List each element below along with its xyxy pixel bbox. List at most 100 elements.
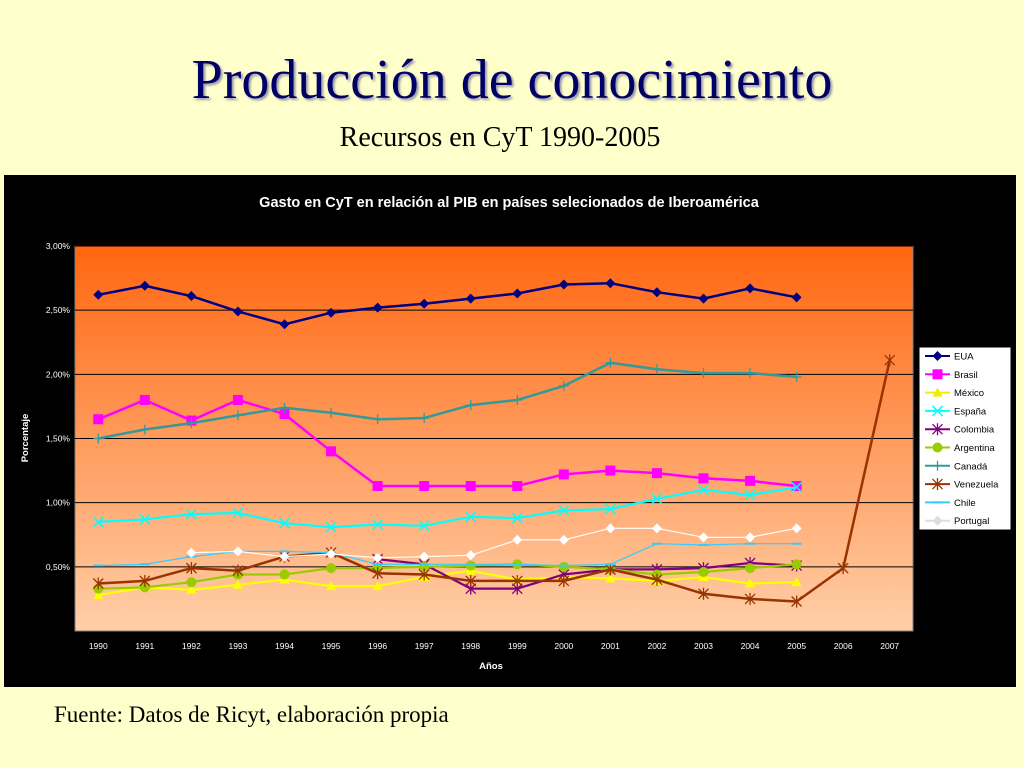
legend-label: Chile (954, 498, 976, 509)
point-espana-marker (185, 508, 197, 520)
legend-item-espana: España (925, 405, 987, 417)
y-tick-label: 1,50% (46, 434, 71, 444)
legend-item-eua: EUA (925, 351, 974, 363)
x-tick-label: 1997 (415, 641, 434, 651)
point-argentina-marker (558, 561, 569, 572)
point-espana-marker (372, 518, 384, 531)
legend-swatch-marker (931, 405, 944, 417)
point-brasil-marker (512, 480, 523, 491)
point-espana-marker (465, 511, 477, 523)
legend-item-brasil: Brasil (925, 369, 978, 381)
y-tick-label: 1,00% (46, 498, 71, 508)
point-eua-marker (139, 280, 150, 291)
legend-label: Colombia (954, 425, 995, 436)
point-venezuela-marker (604, 563, 616, 576)
point-argentina-marker (186, 577, 197, 588)
series-line-eua (98, 281, 797, 326)
point-venezuela-marker (92, 577, 104, 590)
x-tick-label: 2003 (694, 641, 713, 651)
series-line-brasil (97, 398, 797, 488)
x-axis-label: Años (479, 661, 503, 672)
point-espana-marker (791, 481, 803, 493)
point-venezuela-marker (139, 574, 151, 587)
point-canada-marker (558, 380, 569, 391)
point-brasil-marker (698, 473, 709, 484)
point-venezuela-marker (185, 562, 197, 575)
x-tick-label: 2004 (741, 641, 760, 651)
point-espana-marker (139, 513, 151, 525)
series-espana (92, 481, 803, 533)
point-canada-marker (419, 412, 430, 423)
point-brasil-marker (791, 480, 802, 491)
point-mexico-marker (326, 581, 337, 591)
point-mexico-marker (791, 577, 802, 587)
point-venezuela-marker (232, 564, 244, 577)
series-group (92, 278, 896, 608)
point-venezuela-marker (651, 573, 663, 586)
point-brasil-marker (139, 395, 150, 405)
series-brasil (93, 395, 802, 491)
point-venezuela-marker (418, 568, 430, 581)
x-tick-label: 2002 (647, 641, 666, 651)
legend-swatch-marker (932, 423, 943, 436)
point-mexico-marker (372, 581, 383, 591)
point-portugal-marker (372, 552, 383, 563)
point-portugal-marker (279, 551, 290, 562)
point-portugal-marker (512, 534, 523, 545)
legend-item-venezuela: Venezuela (925, 478, 999, 491)
point-espana-marker (604, 503, 616, 515)
chart-title: Gasto en CyT en relación al PIB en paíse… (259, 195, 760, 211)
point-mexico-marker (186, 584, 197, 594)
legend-item-chile: Chile (925, 498, 976, 509)
point-espana-marker (92, 516, 104, 528)
series-venezuela (92, 354, 896, 608)
point-portugal-marker (186, 547, 197, 558)
point-brasil-marker (651, 468, 662, 479)
source-note: Fuente: Datos de Ricyt, elaboración prop… (54, 702, 449, 727)
point-espana-marker (511, 512, 523, 524)
legend-item-canada: Canadá (925, 460, 988, 472)
point-eua-marker (512, 288, 523, 299)
point-brasil-marker (232, 395, 243, 405)
series-portugal (186, 523, 802, 563)
legend-label: Portugal (954, 516, 989, 527)
point-espana-marker (278, 517, 291, 529)
series-line-chile (98, 543, 797, 567)
point-portugal-marker (326, 549, 337, 559)
point-canada-marker (139, 424, 150, 435)
legend-swatch-marker (932, 351, 943, 361)
point-eua-marker (326, 307, 337, 318)
point-brasil-marker (605, 465, 616, 476)
legend-swatch-marker (932, 387, 943, 397)
series-line-canada (98, 361, 797, 440)
legend: EUA Brasil México España Colombia Argentina Ca… (918, 346, 1012, 531)
x-tick-label: 1999 (508, 641, 527, 651)
legend-item-portugal: Portugal (925, 515, 989, 527)
point-venezuela-marker (558, 574, 570, 587)
legend-label: España (954, 406, 987, 417)
point-argentina-marker (791, 559, 802, 570)
legend-label: Brasil (954, 370, 978, 381)
point-brasil-marker (745, 475, 756, 486)
point-argentina-marker (465, 560, 476, 571)
point-eua-marker (186, 291, 197, 302)
point-mexico-marker (605, 573, 616, 583)
y-axis: 0,50% 1,00% 1,50% 2,00% 2,50% 3,00% (46, 241, 71, 572)
legend-item-colombia: Colombia (925, 423, 995, 436)
point-espana-marker (325, 521, 337, 533)
point-mexico-marker (745, 578, 756, 588)
point-canada-marker (93, 433, 104, 444)
point-portugal-marker (605, 523, 616, 534)
point-canada-marker (232, 410, 243, 421)
point-eua-marker (465, 293, 476, 304)
series-canada (93, 357, 802, 444)
point-eua-marker (651, 287, 662, 298)
legend-swatch-marker (932, 442, 943, 453)
point-mexico-marker (93, 590, 104, 600)
legend-swatch-marker (932, 515, 943, 526)
point-eua-marker (372, 302, 383, 313)
point-venezuela-marker (698, 587, 709, 600)
point-espana-marker (232, 507, 244, 519)
point-brasil-marker (93, 414, 104, 425)
point-canada-marker (326, 407, 337, 418)
